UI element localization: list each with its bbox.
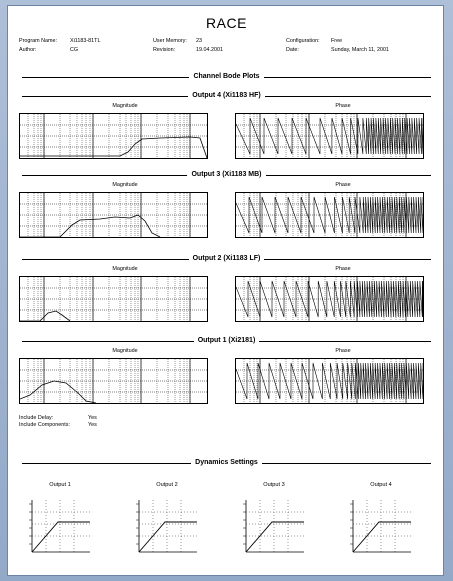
phase-curve — [236, 196, 423, 234]
phase-label: Phase — [335, 182, 351, 188]
author-label: Author: — [19, 47, 37, 53]
dynamics-curve — [352, 521, 411, 553]
dynamics-output-title: Output 1 — [49, 482, 71, 488]
output-section-heading: Output 1 (Xi2181) — [22, 336, 431, 346]
magnitude-curve — [20, 136, 207, 158]
date-value: Sunday, March 11, 2001 — [331, 47, 389, 53]
phase-plot — [235, 113, 424, 159]
dynamics-output-title: Output 2 — [156, 482, 178, 488]
output-section-heading: Output 2 (Xi1183 LF) — [22, 254, 431, 264]
config-value: Free — [331, 38, 343, 44]
date-label: Date: — [286, 47, 299, 53]
magnitude-label: Magnitude — [112, 182, 138, 188]
author-value: CG — [70, 47, 79, 53]
phase-curve — [236, 280, 423, 318]
page-title: RACE — [206, 15, 247, 31]
channel-bode-heading-text: Channel Bode Plots — [189, 73, 264, 80]
magnitude-label: Magnitude — [112, 348, 138, 354]
output-section-heading: Output 3 (Xi1183 MB) — [22, 170, 431, 180]
output-title: Output 1 (Xi2181) — [193, 337, 260, 344]
program-value: Xi1183-81TL — [70, 38, 101, 44]
config-label: Configuration: — [286, 38, 320, 44]
phase-label: Phase — [335, 103, 351, 109]
phase-label: Phase — [335, 348, 351, 354]
program-label: Program Name: — [19, 38, 58, 44]
magnitude-label: Magnitude — [112, 266, 138, 272]
include-delay-label: Include Delay: — [19, 415, 54, 421]
magnitude-plot — [19, 113, 208, 159]
dynamics-curve — [138, 521, 197, 553]
dynamics-output-title: Output 4 — [370, 482, 392, 488]
magnitude-plot — [19, 276, 208, 322]
output-title: Output 3 (Xi1183 MB) — [187, 171, 266, 178]
phase-plot — [235, 276, 424, 322]
include-components-label: Include Components: — [19, 422, 70, 428]
magnitude-curve — [20, 310, 71, 321]
dynamics-curve — [31, 521, 90, 553]
memory-value: 23 — [196, 38, 202, 44]
memory-label: User Memory: — [153, 38, 187, 44]
include-components-value: Yes — [88, 422, 97, 428]
magnitude-plot — [19, 192, 208, 238]
dynamics-output-title: Output 3 — [263, 482, 285, 488]
magnitude-label: Magnitude — [112, 103, 138, 109]
magnitude-plot — [19, 358, 208, 404]
output-section-heading: Output 4 (Xi1183 HF) — [22, 91, 431, 101]
document-page: RACE Program Name: Xi1183-81TL Author: C… — [7, 5, 444, 576]
phase-plot — [235, 192, 424, 238]
output-title: Output 2 (Xi1183 LF) — [188, 255, 265, 262]
output-title: Output 4 (Xi1183 HF) — [188, 92, 265, 99]
phase-curve — [236, 362, 423, 400]
revision-value: 19.04.2001 — [196, 47, 223, 53]
phase-curve — [236, 117, 423, 155]
dynamics-heading-text: Dynamics Settings — [191, 459, 262, 466]
dynamics-graph — [131, 496, 201, 558]
dynamics-graph — [238, 496, 308, 558]
magnitude-curve — [20, 380, 97, 403]
dynamics-curve — [245, 521, 304, 553]
channel-bode-heading: Channel Bode Plots — [22, 72, 431, 82]
revision-label: Revision: — [153, 47, 176, 53]
magnitude-curve — [20, 214, 161, 237]
dynamics-heading: Dynamics Settings — [22, 458, 431, 468]
dynamics-graph — [345, 496, 415, 558]
include-delay-value: Yes — [88, 415, 97, 421]
dynamics-graph — [24, 496, 94, 558]
phase-plot — [235, 358, 424, 404]
phase-label: Phase — [335, 266, 351, 272]
